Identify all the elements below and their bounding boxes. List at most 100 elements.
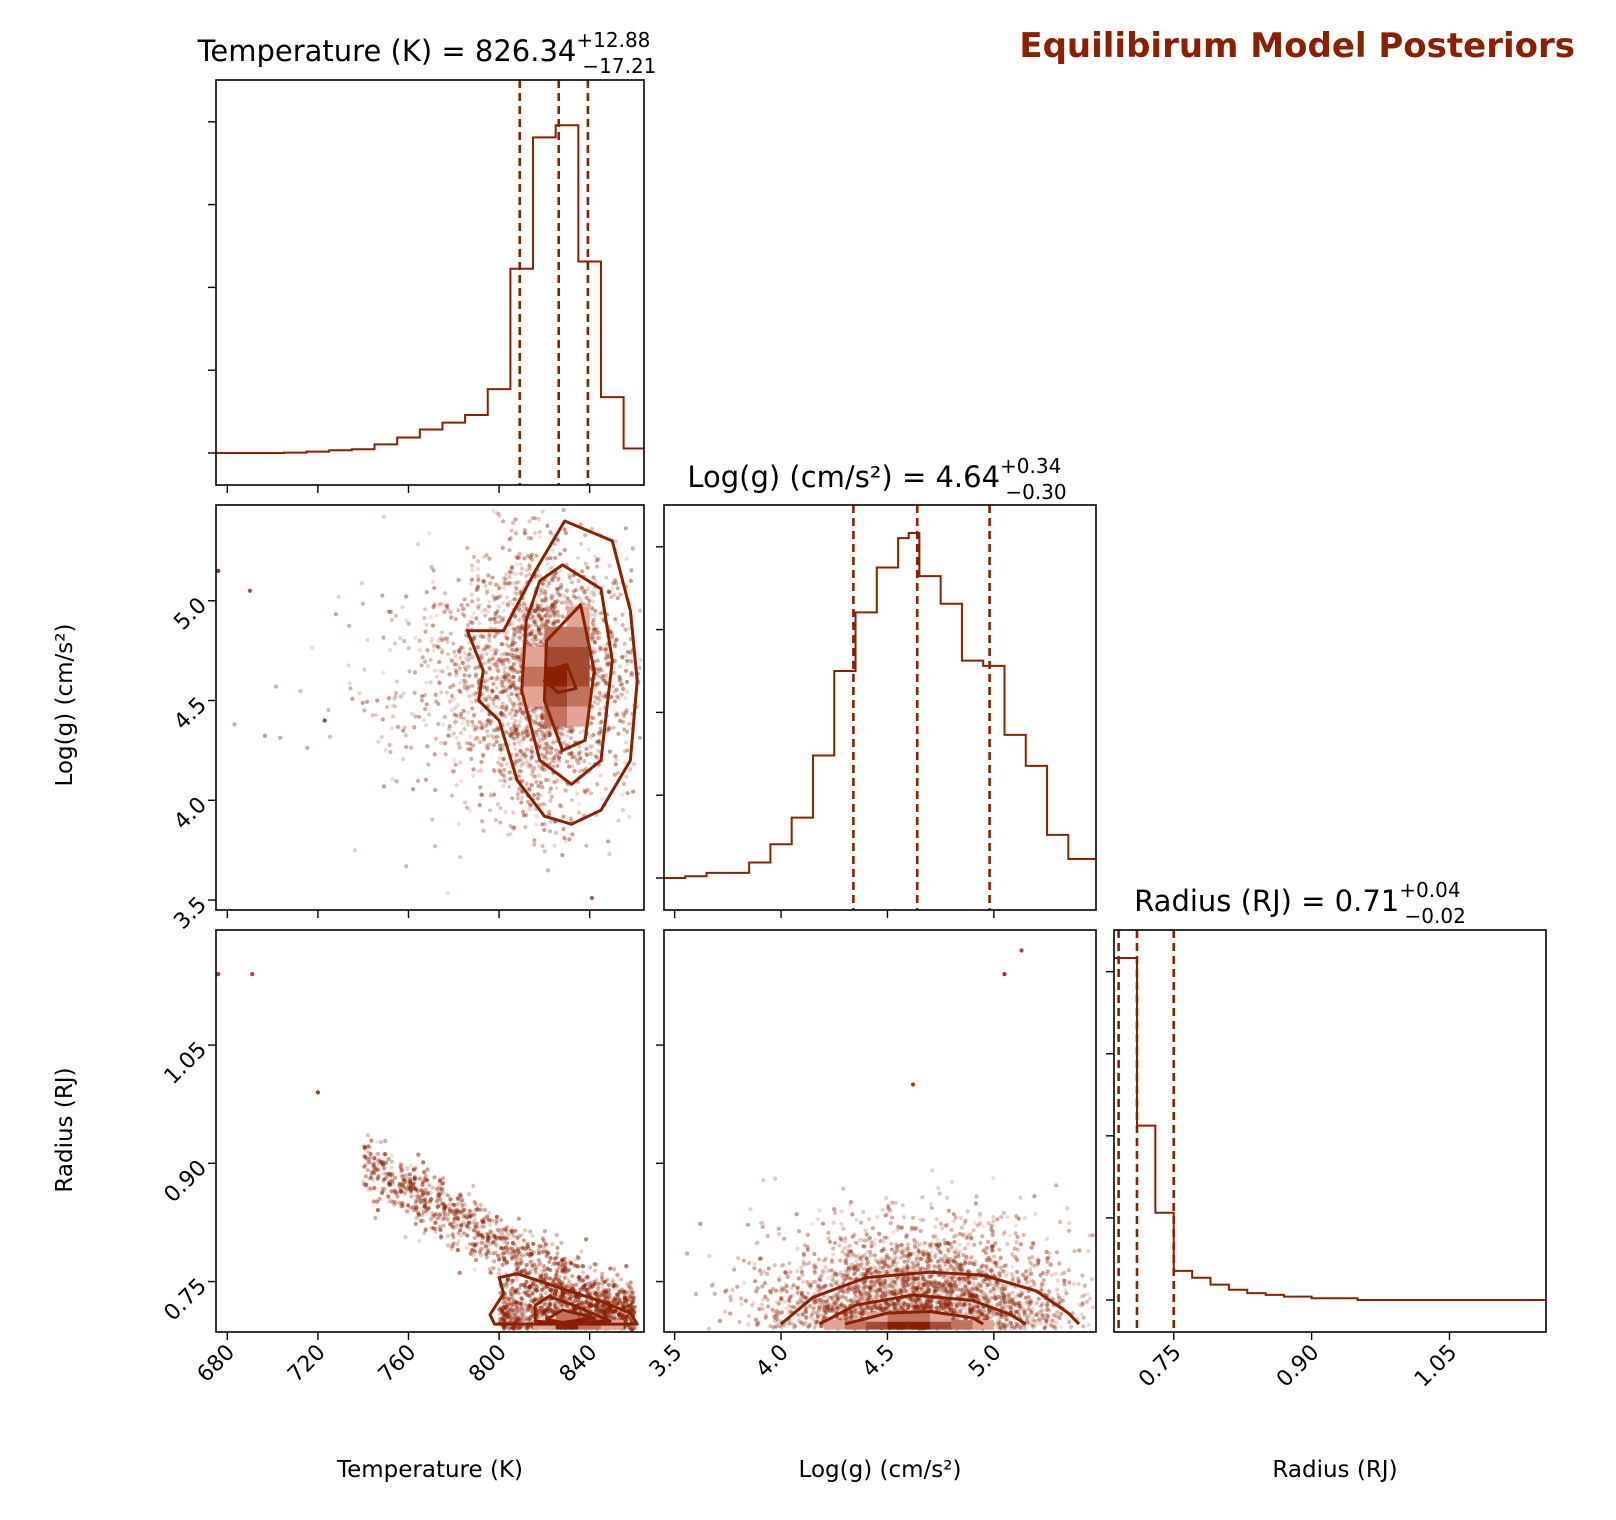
scatter-point	[612, 577, 617, 583]
scatter-point	[498, 1245, 504, 1251]
scatter-point	[514, 692, 519, 697]
scatter-point	[468, 734, 473, 739]
scatter-point	[612, 642, 617, 647]
scatter-point	[511, 633, 517, 639]
scatter-point	[536, 606, 541, 611]
scatter-point	[375, 1207, 381, 1213]
scatter-point	[539, 619, 544, 624]
scatter-point	[597, 611, 603, 616]
scatter-point	[596, 701, 601, 706]
scatter-point	[588, 716, 594, 721]
scatter-point	[578, 541, 584, 546]
scatter-point	[534, 822, 539, 827]
scatter-point	[582, 759, 587, 764]
logg-title-base: Log(g) (cm/s²) = 4.64	[687, 460, 1000, 494]
scatter-point	[436, 638, 441, 643]
scatter-point	[504, 652, 509, 657]
scatter-point	[417, 638, 422, 643]
scatter-point	[501, 773, 506, 778]
scatter-point	[551, 620, 557, 625]
scatter-point	[543, 1242, 548, 1247]
scatter-point	[417, 1238, 422, 1243]
scatter-point	[500, 545, 505, 550]
scatter-point	[512, 683, 517, 688]
scatter-point	[582, 788, 587, 793]
scatter-point	[594, 626, 599, 631]
scatter-point	[496, 1267, 502, 1272]
scatter-point	[473, 690, 478, 696]
scatter-point	[475, 768, 480, 774]
scatter-point	[425, 744, 430, 749]
scatter-point	[570, 725, 575, 730]
scatter-point	[458, 760, 463, 765]
scatter-point	[479, 722, 485, 727]
scatter-point	[547, 731, 552, 736]
scatter-point	[630, 546, 635, 551]
scatter-point	[464, 687, 470, 692]
scatter-point	[554, 619, 559, 624]
scatter-point	[584, 766, 589, 771]
scatter-point	[398, 694, 404, 699]
scatter-point	[607, 563, 612, 568]
scatter-point	[600, 668, 605, 673]
scatter-point	[577, 801, 582, 806]
scatter-point	[592, 649, 598, 654]
scatter-point	[362, 708, 367, 713]
scatter-point	[463, 650, 468, 655]
scatter-point	[488, 617, 493, 622]
scatter-point	[598, 739, 603, 744]
scatter-point	[381, 784, 387, 789]
scatter-point	[501, 684, 506, 690]
scatter-point	[545, 556, 550, 561]
scatter-point	[401, 728, 406, 733]
scatter-point	[515, 709, 520, 714]
scatter-point	[475, 566, 481, 572]
scatter-point	[425, 761, 430, 766]
hist-xtick-label: 0.90	[1272, 1340, 1324, 1392]
scatter-point	[465, 622, 471, 628]
scatter-point	[539, 729, 545, 735]
scatter-point	[517, 769, 523, 774]
scatter-point	[595, 682, 600, 687]
scatter-point	[619, 692, 624, 697]
scatter-point	[623, 627, 629, 632]
scatter-point	[564, 788, 569, 793]
scatter-point	[486, 636, 491, 641]
scatter-point	[529, 756, 534, 761]
scatter-point	[529, 764, 534, 770]
scatter-point	[570, 1273, 575, 1279]
scatter-point	[588, 590, 594, 596]
scatter-point	[438, 1211, 443, 1217]
scatter-point	[509, 734, 514, 739]
scatter-point	[603, 656, 608, 661]
scatter-point	[510, 701, 515, 706]
scatter-point	[597, 711, 602, 716]
scatter-point	[392, 697, 397, 702]
scatter-point	[524, 748, 529, 753]
scatter-point	[529, 772, 535, 777]
scatter-point	[501, 783, 506, 789]
scatter-point	[594, 740, 599, 745]
scatter-point	[457, 688, 462, 693]
scatter-point	[595, 658, 600, 663]
scatter-point	[488, 793, 493, 799]
scatter-point	[400, 757, 406, 762]
scatter-point	[540, 607, 545, 612]
scatter-point	[537, 534, 543, 540]
scatter-point	[512, 631, 517, 636]
scatter-point	[428, 657, 433, 662]
scatter-point	[512, 825, 517, 830]
scatter-point	[520, 625, 525, 630]
scatter-point	[542, 849, 547, 854]
scatter-point	[552, 605, 557, 610]
scatter-point	[473, 692, 479, 697]
temperature-vs-logg-panel: 3.54.04.55.0	[169, 504, 645, 935]
scatter-point	[458, 711, 464, 717]
scatter-point	[623, 740, 629, 745]
scatter-point	[465, 663, 470, 668]
scatter-point	[579, 768, 585, 773]
scatter-point	[510, 640, 515, 645]
scatter-point	[434, 699, 439, 704]
scatter-point	[418, 1196, 423, 1201]
scatter-point	[536, 625, 541, 630]
